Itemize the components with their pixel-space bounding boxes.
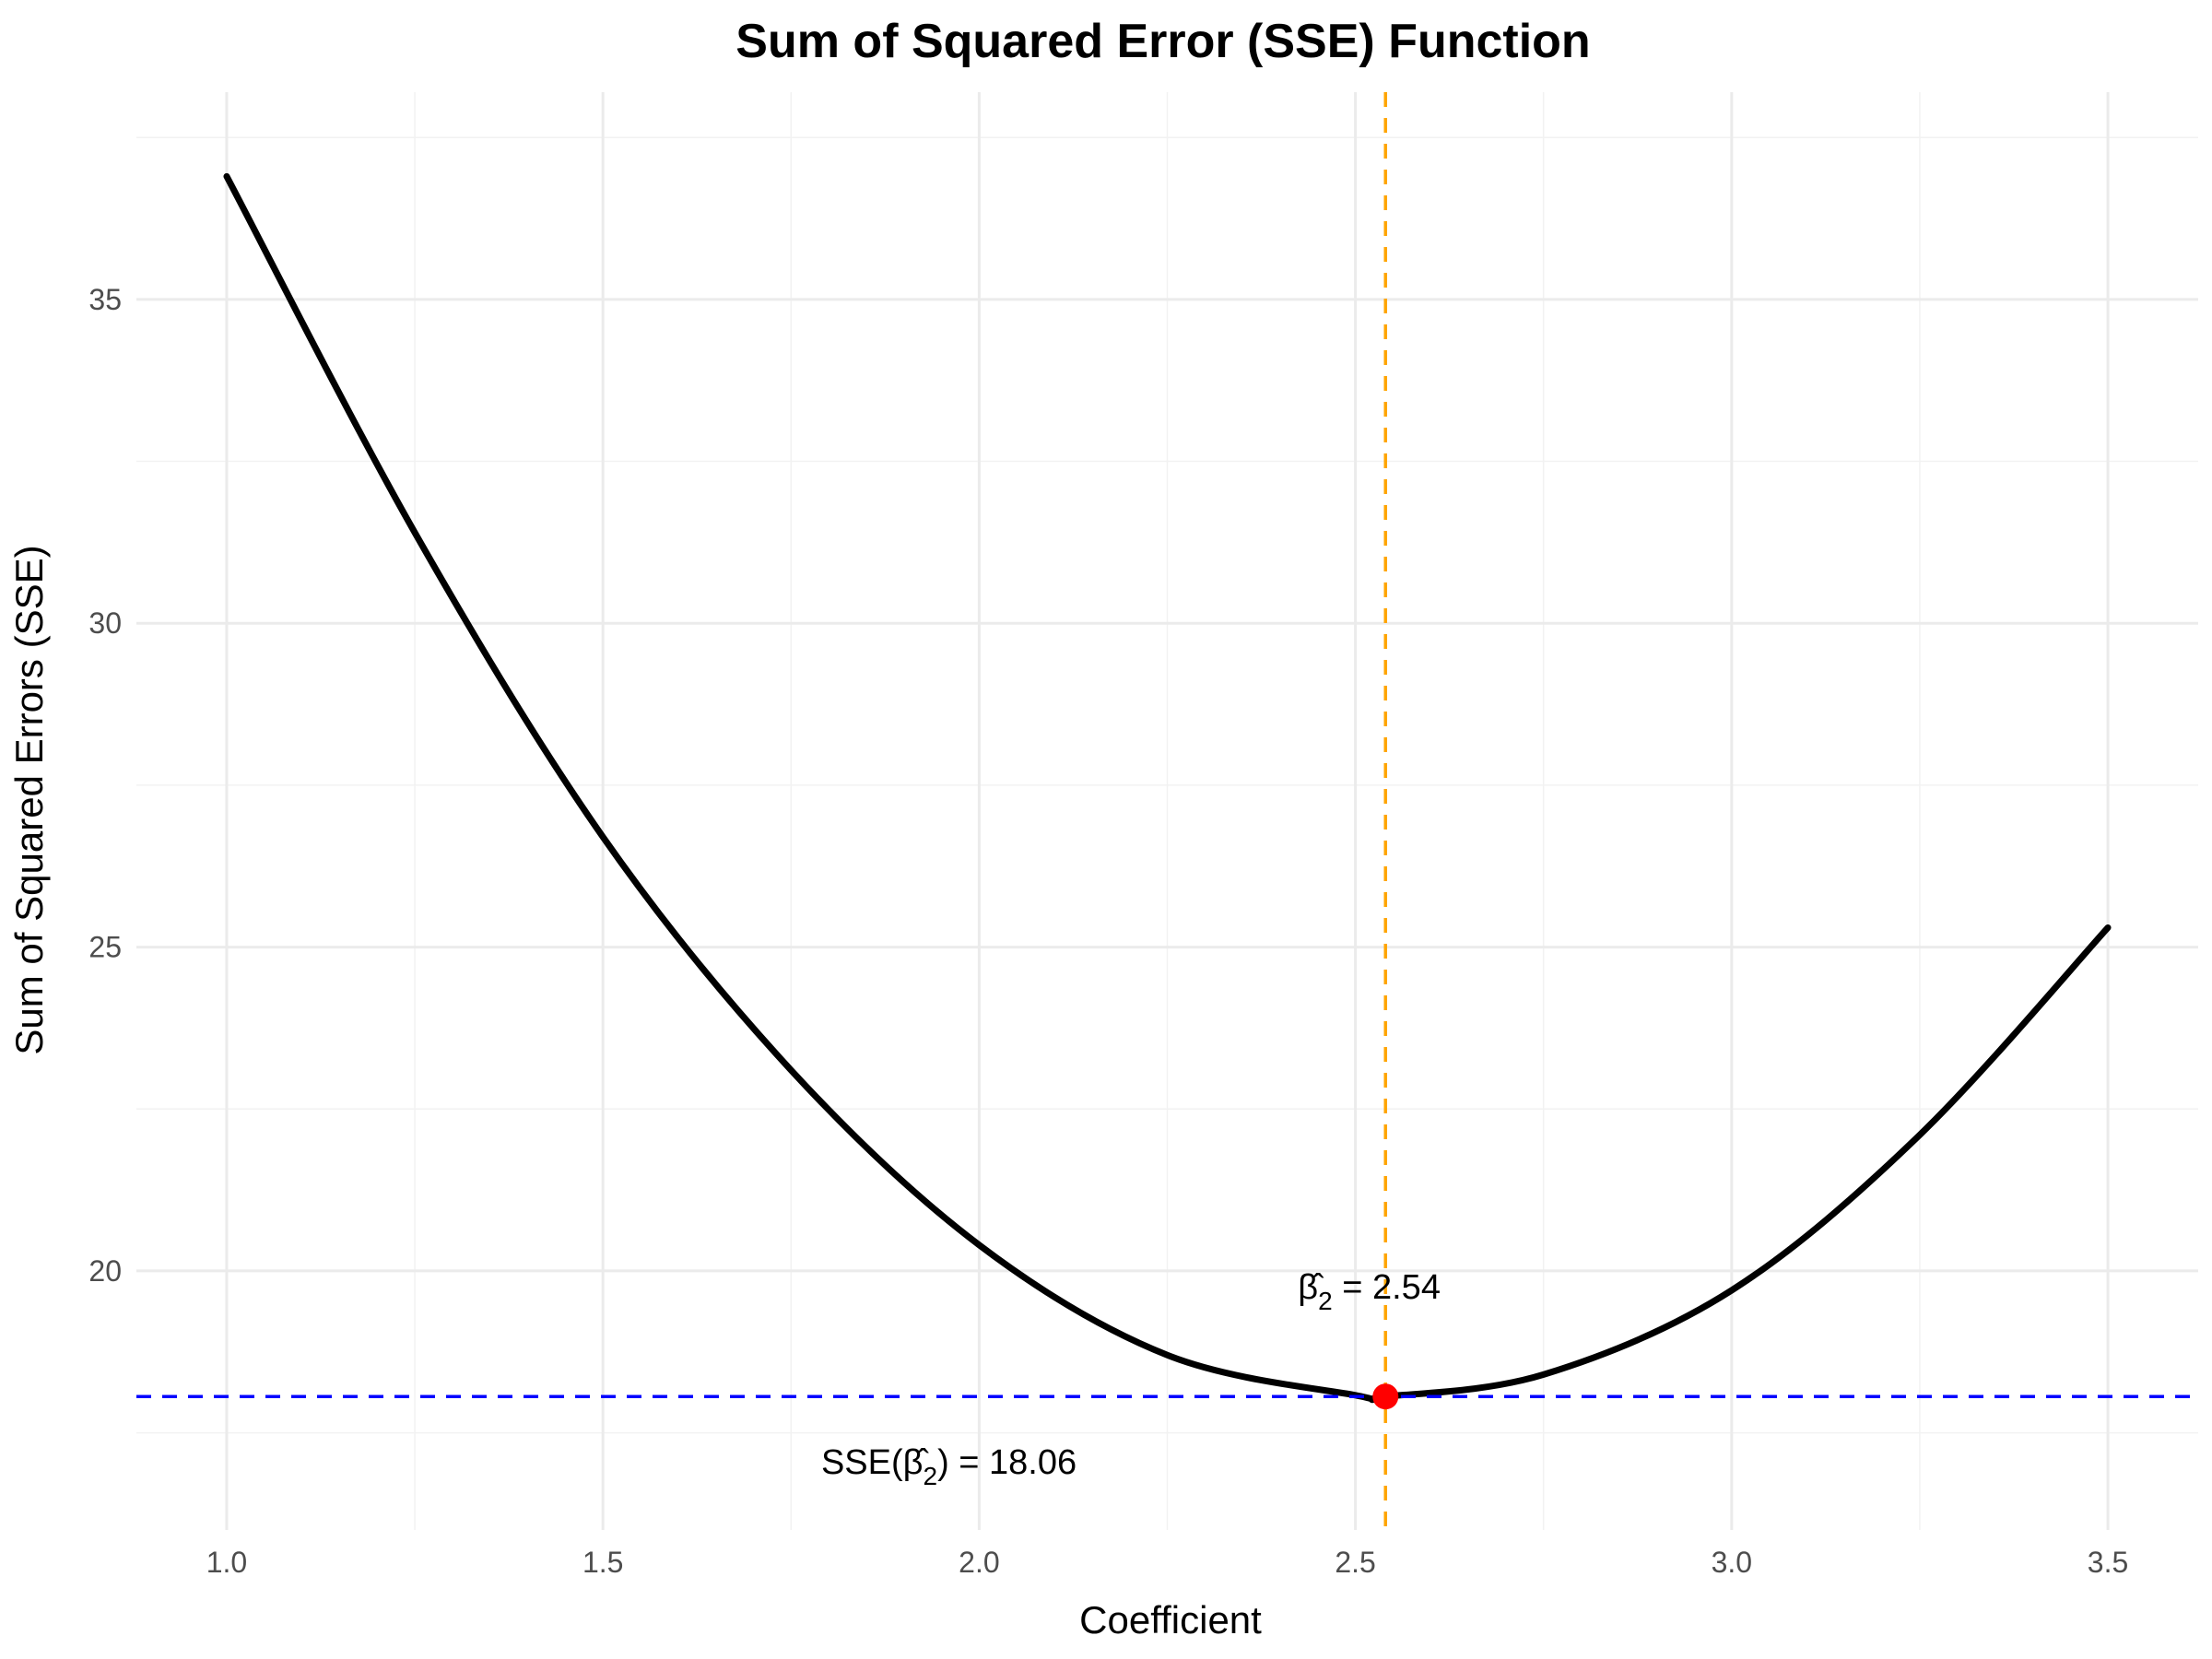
- x-tick-label: 1.5: [582, 1546, 623, 1579]
- y-tick-label: 30: [88, 606, 122, 640]
- sse-label-value: ) = 18.06: [937, 1443, 1077, 1482]
- major-gridlines: [136, 92, 2198, 1530]
- sse-curve-line: [223, 172, 2112, 1404]
- x-axis-title: Coefficient: [1079, 1598, 1262, 1641]
- x-tick-label: 2.5: [1335, 1546, 1375, 1579]
- minimum-sse-annotation: SSE(β̂2) = 18.06: [821, 1443, 1077, 1490]
- y-axis-title: Sum of Squared Errors (SSE): [7, 545, 51, 1054]
- x-tick-label: 1.0: [206, 1546, 247, 1579]
- beta-hat-annotation: β̂2 = 2.54: [1298, 1268, 1441, 1315]
- minor-gridlines: [136, 92, 2198, 1530]
- y-tick-label: 35: [88, 283, 122, 316]
- beta-hat-subscript: 2: [1318, 1287, 1333, 1315]
- y-tick-label: 25: [88, 931, 122, 964]
- x-tick-label: 3.5: [2088, 1546, 2128, 1579]
- x-tick-label: 2.0: [959, 1546, 999, 1579]
- sse-label-prefix: SSE(β̂: [821, 1443, 930, 1482]
- chart-title: Sum of Squared Error (SSE) Function: [735, 15, 1590, 68]
- y-tick-label: 20: [88, 1254, 122, 1288]
- minimum-point: [1372, 1383, 1399, 1410]
- x-axis-tick-labels: 1.0 1.5 2.0 2.5 3.0 3.5: [206, 1546, 2129, 1579]
- sse-label-subscript: 2: [924, 1462, 938, 1490]
- beta-hat-value: = 2.54: [1333, 1268, 1441, 1307]
- x-tick-label: 3.0: [1712, 1546, 1752, 1579]
- y-axis-tick-labels: 20 25 30 35: [88, 283, 122, 1288]
